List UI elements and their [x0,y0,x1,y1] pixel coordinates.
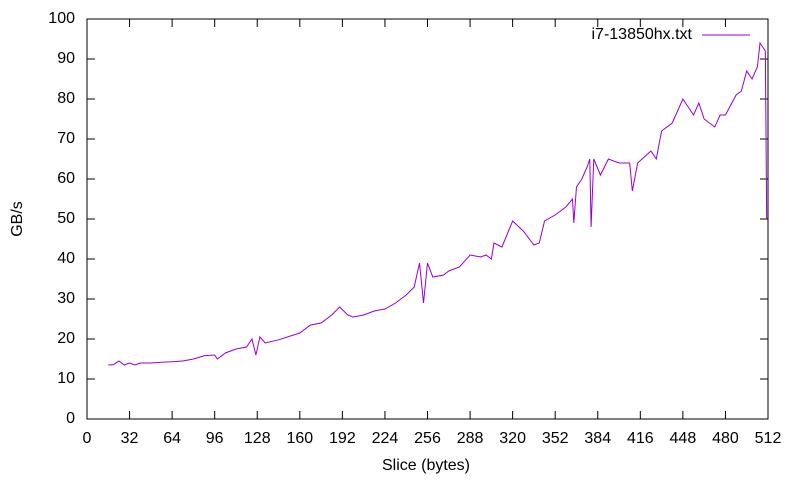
y-tick-label: 0 [66,410,75,427]
y-tick-label: 10 [57,370,75,387]
x-tick-label: 288 [457,430,484,447]
x-tick-label: 128 [244,430,271,447]
y-tick-label: 70 [57,130,75,147]
x-tick-label: 352 [542,430,569,447]
y-tick-label: 20 [57,330,75,347]
x-tick-label: 160 [286,430,313,447]
x-tick-label: 0 [83,430,92,447]
legend-label: i7-13850hx.txt [591,26,692,43]
y-axis-label: GB/s [9,201,26,237]
x-tick-label: 480 [712,430,739,447]
data-line [108,41,768,366]
x-tick-label: 192 [329,430,356,447]
x-tick-label: 384 [584,430,611,447]
y-tick-label: 80 [57,90,75,107]
y-tick-label: 60 [57,170,75,187]
x-tick-label: 448 [670,430,697,447]
x-tick-label: 64 [163,430,181,447]
x-tick-label: 512 [755,430,782,447]
x-tick-label: 320 [499,430,526,447]
x-tick-label: 256 [414,430,441,447]
y-tick-label: 40 [57,250,75,267]
y-tick-label: 30 [57,290,75,307]
x-tick-label: 224 [372,430,399,447]
x-tick-label: 32 [121,430,139,447]
y-tick-label: 50 [57,210,75,227]
x-axis-label: Slice (bytes) [382,457,470,474]
x-tick-label: 416 [627,430,654,447]
y-tick-label: 90 [57,50,75,67]
y-tick-label: 100 [48,10,75,27]
plot-border [86,18,769,420]
x-tick-label: 96 [206,430,224,447]
